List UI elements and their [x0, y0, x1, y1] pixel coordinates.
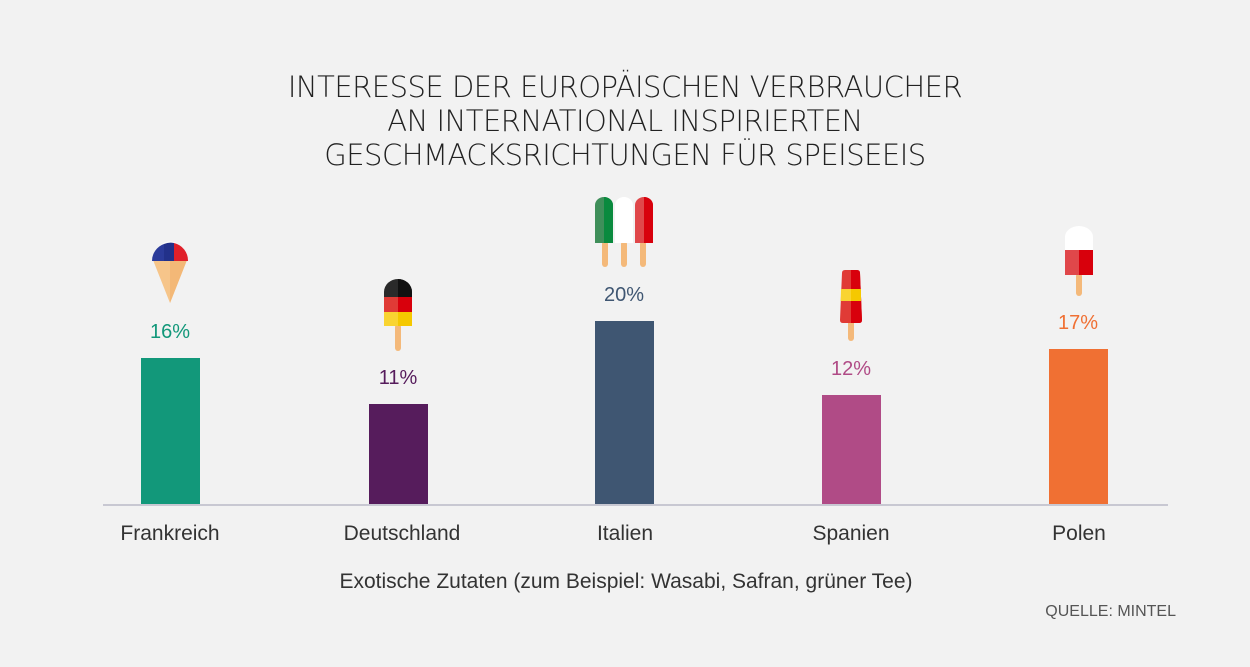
spanish-flag-popsicle-icon	[840, 270, 862, 341]
value-label-italien: 20%	[603, 284, 645, 306]
french-flag-ice-cream-cone-icon	[151, 241, 189, 303]
category-label-frankreich: Frankreich	[120, 522, 220, 545]
bar-spanien	[822, 395, 881, 505]
x-axis-subtitle: Exotische Zutaten (zum Beispiel: Wasabi,…	[339, 570, 913, 593]
category-label-italien: Italien	[596, 522, 654, 545]
title-line-1: INTERESSE DER EUROPÄISCHEN VERBRAUCHER	[287, 70, 963, 104]
category-label-deutschland: Deutschland	[343, 522, 461, 545]
bar-deutschland	[369, 404, 428, 505]
bar-italien	[595, 321, 654, 505]
source-note: QUELLE: MINTEL	[1045, 603, 1176, 620]
value-label-frankreich: 16%	[149, 321, 191, 343]
value-label-polen: 17%	[1057, 312, 1099, 334]
title-line-3: GESCHMACKSRICHTUNGEN FÜR SPEISEEIS	[324, 138, 926, 172]
polish-flag-popsicle-icon	[1065, 226, 1093, 296]
italian-flag-popsicles-icon	[595, 197, 653, 267]
category-label-polen: Polen	[1052, 522, 1106, 545]
title-line-2: AN INTERNATIONAL INSPIRIERTEN	[387, 104, 863, 138]
bar-frankreich	[141, 358, 200, 505]
value-label-deutschland: 11%	[378, 367, 418, 389]
chart-title: INTERESSE DER EUROPÄISCHEN VERBRAUCHER A…	[0, 70, 1250, 172]
bar-polen	[1049, 349, 1108, 505]
x-axis-baseline	[103, 504, 1168, 506]
value-label-spanien: 12%	[830, 358, 872, 380]
category-label-spanien: Spanien	[812, 522, 890, 545]
german-flag-popsicle-icon	[384, 279, 412, 351]
